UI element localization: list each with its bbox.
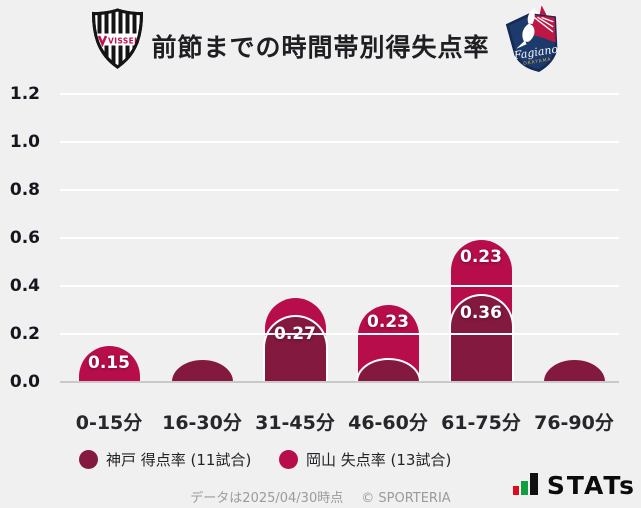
y-tick-label: 0.0	[9, 372, 40, 392]
wing-rays	[532, 16, 554, 33]
bar-segment	[264, 317, 326, 382]
data-source-text: データは2025/04/30時点	[190, 491, 344, 506]
copyright-text: © SPORTERIA	[361, 491, 451, 506]
x-tick-label: 16-30分	[162, 412, 242, 434]
bar-column	[76, 222, 142, 382]
legend-dot-kobe	[79, 449, 98, 469]
legend-item-okayama: 岡山 失点率 (13試合)	[279, 448, 451, 470]
y-tick-label: 0.4	[9, 276, 40, 296]
pheasant-tail	[516, 40, 527, 49]
bar-column	[355, 222, 421, 382]
stats-bars-icon	[512, 473, 538, 495]
x-tick-label: 46-60分	[348, 412, 428, 434]
gridline	[60, 285, 619, 287]
x-tick-label: 31-45分	[255, 412, 335, 434]
bar-segment	[543, 360, 605, 382]
okayama-wordmark: OKAYAMA	[523, 57, 552, 67]
bar-value-label: 0.36	[460, 302, 502, 323]
bar-column	[169, 222, 235, 382]
vissel-wordmark: VISSEL	[108, 37, 139, 46]
stats-logo: STATs	[506, 471, 636, 500]
page-title: 前節までの時間帯別得失点率	[151, 33, 490, 62]
gridline	[60, 237, 619, 239]
pheasant-wing	[527, 8, 535, 25]
bar-segment	[171, 360, 233, 382]
bar-value-label: 0.23	[367, 312, 409, 333]
footer-note: データは2025/04/30時点 © SPORTERIA	[0, 487, 641, 506]
gridline	[60, 93, 619, 95]
legend-item-kobe: 神戸 得点率 (11試合)	[79, 448, 251, 470]
gridline	[60, 141, 619, 143]
x-tick-label: 0-15分	[75, 412, 143, 434]
legend-label-kobe: 神戸 得点率 (11試合)	[106, 450, 252, 469]
legend-label-okayama: 岡山 失点率 (13試合)	[306, 450, 452, 469]
x-axis-line	[60, 381, 619, 383]
bar-value-label: 0.23	[460, 247, 502, 268]
bar-column	[262, 222, 328, 382]
bar-segment	[450, 295, 512, 382]
y-tick-label: 1.2	[9, 84, 40, 104]
legend-dot-okayama	[279, 449, 298, 469]
pheasant-body	[522, 23, 535, 42]
bar-value-label: 0.27	[274, 324, 316, 345]
vissel-kobe-crest: VISSEL	[89, 8, 146, 69]
y-tick-label: 0.8	[9, 180, 40, 200]
gridline	[60, 333, 619, 335]
bar-column	[541, 222, 607, 382]
bar-value-label: 0.15	[88, 353, 130, 373]
gridline	[60, 189, 619, 191]
y-tick-label: 0.2	[9, 324, 40, 344]
bar-segment	[357, 360, 419, 382]
y-tick-label: 1.0	[9, 132, 40, 152]
x-tick-label: 76-90分	[534, 412, 614, 434]
fagiano-okayama-crest: Fagiano OKAYAMA	[502, 2, 566, 76]
y-tick-label: 0.6	[9, 228, 40, 248]
x-tick-label: 61-75分	[441, 412, 521, 434]
stats-wordmark: STATs	[546, 471, 636, 500]
bar-column	[448, 222, 514, 382]
